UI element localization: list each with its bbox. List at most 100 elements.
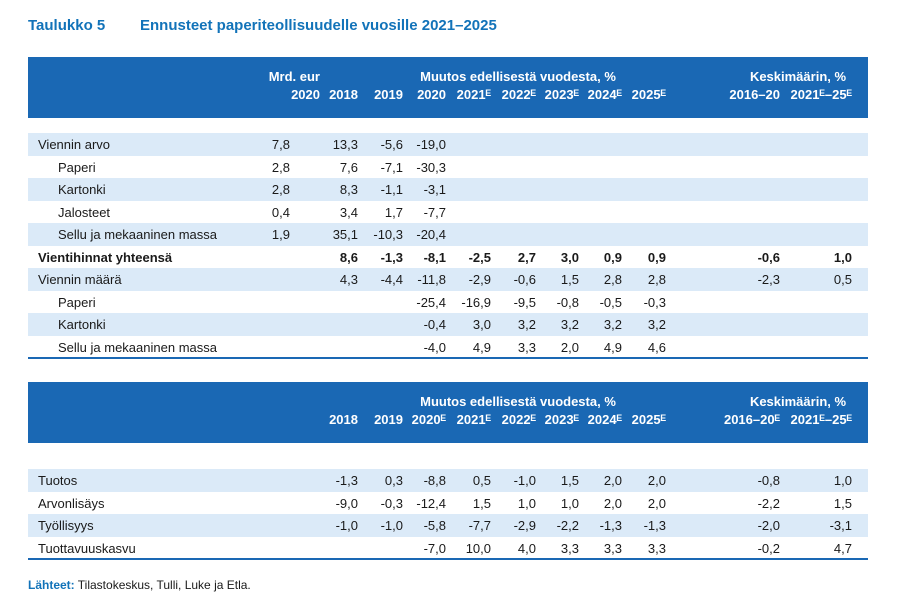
row-label: Paperi — [58, 294, 96, 310]
year-header: 2025ᴱ — [631, 412, 666, 427]
cell-value: 3,4 — [339, 204, 358, 220]
cell-value: 1,7 — [384, 204, 403, 220]
table-row: Paperi -25,4 -16,9 -9,5 -0,8 -0,5 -0,3 — [28, 291, 868, 314]
cell-value: 3,2 — [647, 317, 666, 332]
cell-mrd: 7,8 — [271, 137, 290, 152]
cell-value: -0,3 — [380, 495, 403, 511]
cell-value: 1,0 — [517, 495, 536, 511]
cell-mrd: 0,4 — [271, 204, 290, 220]
table-row: Työllisyys -1,0 -1,0 -5,8 -7,7 -2,9 -2,2 -1,3 -1… — [28, 514, 868, 537]
avg-label: Keskimäärin, % — [749, 69, 847, 84]
cell-value: -0,6 — [513, 272, 536, 287]
table-row: Kartonki 2,8 8,3 -1,1 -3,1 — [28, 178, 868, 201]
cell-average: -2,3 — [757, 272, 780, 287]
cell-value: 2,0 — [560, 339, 579, 355]
table2-body: Tuotos -1,3 0,3 -8,8 0,5 -1,0 1,5 2,0 2,0 -0,8 1,0… — [28, 469, 868, 559]
cell-value: 1,5 — [560, 473, 579, 488]
cell-value: 2,0 — [603, 495, 622, 511]
table-number: Taulukko 5 — [28, 17, 106, 34]
cell-value: 8,3 — [339, 182, 358, 197]
source-note: Lähteet: Tilastokeskus, Tulli, Luke ja E… — [28, 578, 251, 592]
cell-value: 3,2 — [560, 317, 579, 332]
cell-value: -11,8 — [417, 272, 446, 287]
cell-value: -1,1 — [380, 182, 403, 197]
year-header: 2023ᴱ — [544, 412, 579, 427]
table-row: Arvonlisäys -9,0 -0,3 -12,4 1,5 1,0 1,0 2,0 2,0 -… — [28, 492, 868, 515]
cell-value: -2,9 — [513, 518, 536, 533]
table2-bottom-rule — [28, 558, 868, 560]
cell-value: -2,2 — [556, 518, 579, 533]
cell-value: 4,3 — [339, 272, 358, 287]
row-label: Viennin määrä — [38, 272, 122, 287]
cell-value: -0,4 — [423, 317, 446, 332]
cell-value: 3,3 — [603, 540, 622, 556]
cell-value: 0,5 — [472, 473, 491, 488]
cell-value: -1,0 — [380, 518, 403, 533]
cell-value: 4,9 — [472, 339, 491, 355]
cell-value: -8,1 — [423, 249, 446, 265]
mrd-year: 2020 — [291, 87, 320, 102]
cell-value: 3,0 — [472, 317, 491, 332]
cell-value: -1,3 — [335, 473, 358, 488]
cell-value: -30,3 — [416, 159, 446, 175]
cell-average: -0,6 — [757, 249, 780, 265]
cell-value: 0,9 — [647, 249, 666, 265]
cell-average: -0,2 — [757, 540, 780, 556]
cell-value: 2,8 — [603, 272, 622, 287]
cell-value: -12,4 — [416, 495, 446, 511]
year-header: 2020 — [417, 87, 446, 102]
cell-value: -7,7 — [468, 518, 491, 533]
year-header: 2022ᴱ — [501, 412, 536, 427]
year-header: 2020ᴱ — [411, 412, 446, 427]
cell-value: -20,4 — [416, 227, 446, 242]
year-header: 2019 — [374, 87, 403, 102]
table1-body: Viennin arvo 7,8 13,3 -5,6 -19,0 Paperi 2,8 7,6… — [28, 133, 868, 358]
cell-value: -5,8 — [423, 518, 446, 533]
table2-header: Muutos edellisestä vuodesta, % Keskimäär… — [28, 382, 868, 443]
cell-value: 10,0 — [465, 540, 491, 556]
cell-value: -16,9 — [461, 294, 491, 310]
avg-label-2: Keskimäärin, % — [749, 394, 847, 409]
mrd-label: Mrd. eur — [268, 69, 320, 84]
year-header: 2024ᴱ — [587, 412, 622, 427]
cell-average: 4,7 — [833, 540, 852, 556]
cell-value: -10,3 — [373, 227, 403, 242]
change-label: Muutos edellisestä vuodesta, % — [420, 69, 616, 84]
cell-value: -7,1 — [380, 159, 403, 175]
source-text: Tilastokeskus, Tulli, Luke ja Etla. — [74, 578, 251, 592]
cell-value: -9,5 — [513, 294, 536, 310]
cell-value: -1,3 — [380, 249, 403, 265]
year-header: 2023ᴱ — [544, 87, 579, 102]
row-label: Kartonki — [58, 182, 106, 197]
cell-value: 1,0 — [560, 495, 579, 511]
cell-value: 3,2 — [603, 317, 622, 332]
cell-value: -0,3 — [643, 294, 666, 310]
row-label: Paperi — [58, 159, 96, 175]
cell-value: 0,9 — [603, 249, 622, 265]
cell-value: -1,0 — [335, 518, 358, 533]
cell-value: 3,0 — [560, 249, 579, 265]
source-label: Lähteet: — [28, 578, 75, 592]
row-label: Arvonlisäys — [38, 495, 105, 511]
cell-value: 4,9 — [603, 339, 622, 355]
cell-value: -3,1 — [423, 182, 446, 197]
year-header: 2021ᴱ — [456, 412, 491, 427]
table-title: Taulukko 5 Ennusteet paperiteollisuudelle… — [28, 17, 497, 34]
row-label: Sellu ja mekaaninen massa — [58, 227, 217, 242]
year-header: 2018 — [329, 87, 358, 102]
row-label: Vientihinnat yhteensä — [38, 249, 173, 265]
row-label: Tuottavuuskasvu — [38, 540, 136, 556]
cell-value: -2,5 — [468, 249, 491, 265]
cell-value: 3,3 — [647, 540, 666, 556]
table-row: Sellu ja mekaaninen massa -4,0 4,9 3,3 2,0 4,… — [28, 336, 868, 359]
table-row: Vientihinnat yhteensä 8,6 -1,3 -8,1 -2,5 2,7 3… — [28, 246, 868, 269]
avg-year-header: 2016–20ᴱ — [723, 412, 780, 427]
year-header: 2022ᴱ — [501, 87, 536, 102]
row-label: Kartonki — [58, 317, 106, 332]
cell-value: -2,9 — [468, 272, 491, 287]
cell-value: -7,7 — [423, 204, 446, 220]
cell-average: -0,8 — [757, 473, 780, 488]
table-row: Jalosteet 0,4 3,4 1,7 -7,7 — [28, 201, 868, 224]
cell-value: -1,3 — [599, 518, 622, 533]
cell-value: 2,7 — [517, 249, 536, 265]
